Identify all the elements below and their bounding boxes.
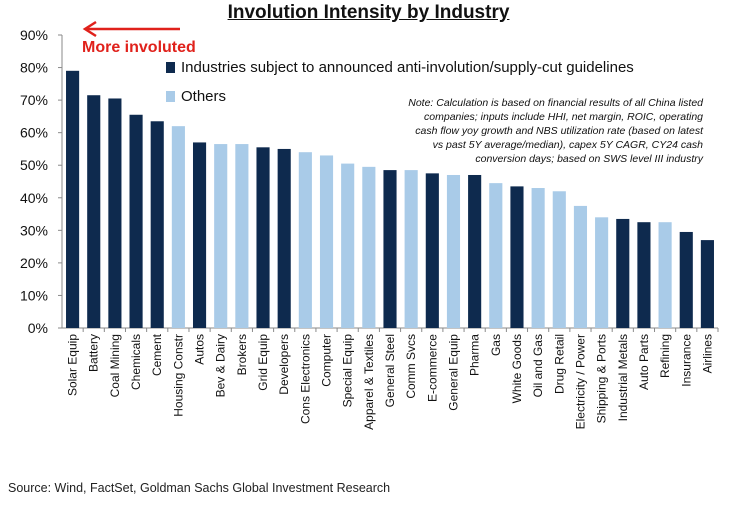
x-tick-label: White Goods — [510, 334, 524, 403]
legend-label-announced: Industries subject to announced anti-inv… — [181, 59, 634, 76]
y-tick-label: 20% — [20, 255, 48, 271]
x-tick-label: Housing Constr — [171, 334, 185, 417]
x-tick-label: Electricity / Power — [573, 334, 587, 429]
x-tick-label: General Equip — [446, 334, 460, 411]
bar-comm-svcs — [404, 170, 418, 328]
y-tick-label: 60% — [20, 125, 48, 141]
bar-cons-electronics — [298, 152, 312, 328]
bar-drug-retail — [552, 191, 566, 328]
note-line: vs past 5Y average/median), capex 5Y CAG… — [433, 139, 704, 151]
y-tick-label: 40% — [20, 190, 48, 206]
bar-apparel-textiles — [362, 166, 376, 328]
y-tick-label: 50% — [20, 157, 48, 173]
y-tick-label: 70% — [20, 92, 48, 108]
bar-gas — [489, 183, 503, 328]
bar-chemicals — [129, 114, 143, 328]
x-tick-label: Industrial Metals — [616, 334, 630, 421]
x-tick-label: Chemicals — [129, 334, 143, 390]
note-line: Note: Calculation is based on financial … — [408, 97, 704, 109]
x-tick-label: Pharma — [468, 334, 482, 376]
bar-developers — [277, 148, 291, 328]
bar-special-equip — [341, 163, 355, 328]
x-tick-label: Auto Parts — [637, 334, 651, 390]
bar-autos — [192, 142, 207, 328]
bars — [66, 70, 714, 329]
x-tick-label: Brokers — [235, 334, 249, 375]
legend-swatch-others — [166, 91, 175, 102]
y-tick-label: 10% — [20, 287, 48, 303]
y-tick-label: 30% — [20, 222, 48, 238]
bar-grid-equip — [256, 147, 270, 328]
y-tick-label: 90% — [20, 27, 48, 43]
x-tick-label: Apparel & Textiles — [362, 334, 376, 430]
bar-insurance — [679, 231, 693, 328]
x-tick-label: Autos — [193, 334, 207, 365]
bar-cement — [150, 121, 164, 329]
more-involuted-label: More involuted — [82, 39, 196, 56]
bar-housing-constr — [171, 126, 185, 329]
source-note: Source: Wind, FactSet, Goldman Sachs Glo… — [8, 481, 391, 495]
bar-white-goods — [510, 186, 524, 328]
x-tick-label: Drug Retail — [552, 334, 566, 394]
chart-title: Involution Intensity by Industry — [227, 2, 510, 23]
x-tick-label: Comm Svcs — [404, 334, 418, 399]
x-tick-label: Solar Equip — [66, 334, 80, 396]
x-tick-label: Coal Mining — [108, 334, 122, 397]
x-tick-label: Computer — [320, 334, 334, 387]
x-tick-label: E-commerce — [425, 334, 439, 402]
x-tick-label: Cons Electronics — [298, 334, 312, 424]
x-tick-label: Bev & Dairy — [214, 334, 228, 397]
bar-industrial-metals — [616, 218, 630, 328]
x-tick-label: Cement — [150, 333, 164, 376]
arrow-left-icon — [82, 20, 97, 38]
legend-label-others: Others — [181, 88, 226, 105]
note-line: companies; inputs include HHI, net margi… — [424, 111, 703, 123]
x-tick-label: Gas — [489, 334, 503, 356]
x-tick-label: Special Equip — [341, 334, 355, 408]
note-line: conversion days; based on SWS level III … — [475, 153, 703, 165]
x-tick-label: Shipping & Ports — [595, 334, 609, 423]
x-tick-label: Airlines — [700, 334, 714, 373]
bar-solar-equip — [66, 70, 80, 329]
x-tick-label: Insurance — [679, 334, 693, 387]
bar-bev-dairy — [214, 144, 228, 328]
bar-brokers — [235, 144, 249, 328]
note-line: cash flow yoy growth and NBS utilization… — [415, 125, 704, 137]
x-tick-label: Refining — [658, 334, 672, 378]
annotations: More involuted Industries subject to anno… — [82, 20, 704, 165]
y-tick-label: 0% — [28, 320, 48, 336]
bar-general-steel — [383, 170, 397, 328]
bar-coal-mining — [108, 98, 122, 328]
bar-general-equip — [446, 174, 461, 328]
bar-refining — [658, 222, 672, 328]
bar-oil-and-gas — [531, 188, 545, 328]
bar-shipping-ports — [595, 217, 609, 328]
x-axis-labels: Solar Equip Battery Coal Mining Chemicals Ce… — [66, 328, 719, 430]
bar-battery — [87, 95, 101, 328]
x-tick-label: Battery — [87, 334, 101, 372]
bar-airlines — [700, 240, 714, 328]
bar-electricity-power — [573, 205, 588, 328]
bar-computer — [319, 155, 334, 328]
y-tick-label: 80% — [20, 60, 48, 76]
bar-pharma — [468, 174, 482, 328]
bar-auto-parts — [637, 222, 651, 328]
x-tick-label: General Steel — [383, 334, 397, 407]
y-axis: 0% 10% 20% 30% 40% 50% 60% 70% 80% 90% — [20, 27, 718, 336]
x-tick-label: Oil and Gas — [531, 334, 545, 397]
legend-swatch-announced — [166, 62, 175, 73]
x-tick-label: Developers — [277, 334, 291, 395]
bar-e-commerce — [425, 173, 439, 328]
x-tick-label: Grid Equip — [256, 334, 270, 391]
